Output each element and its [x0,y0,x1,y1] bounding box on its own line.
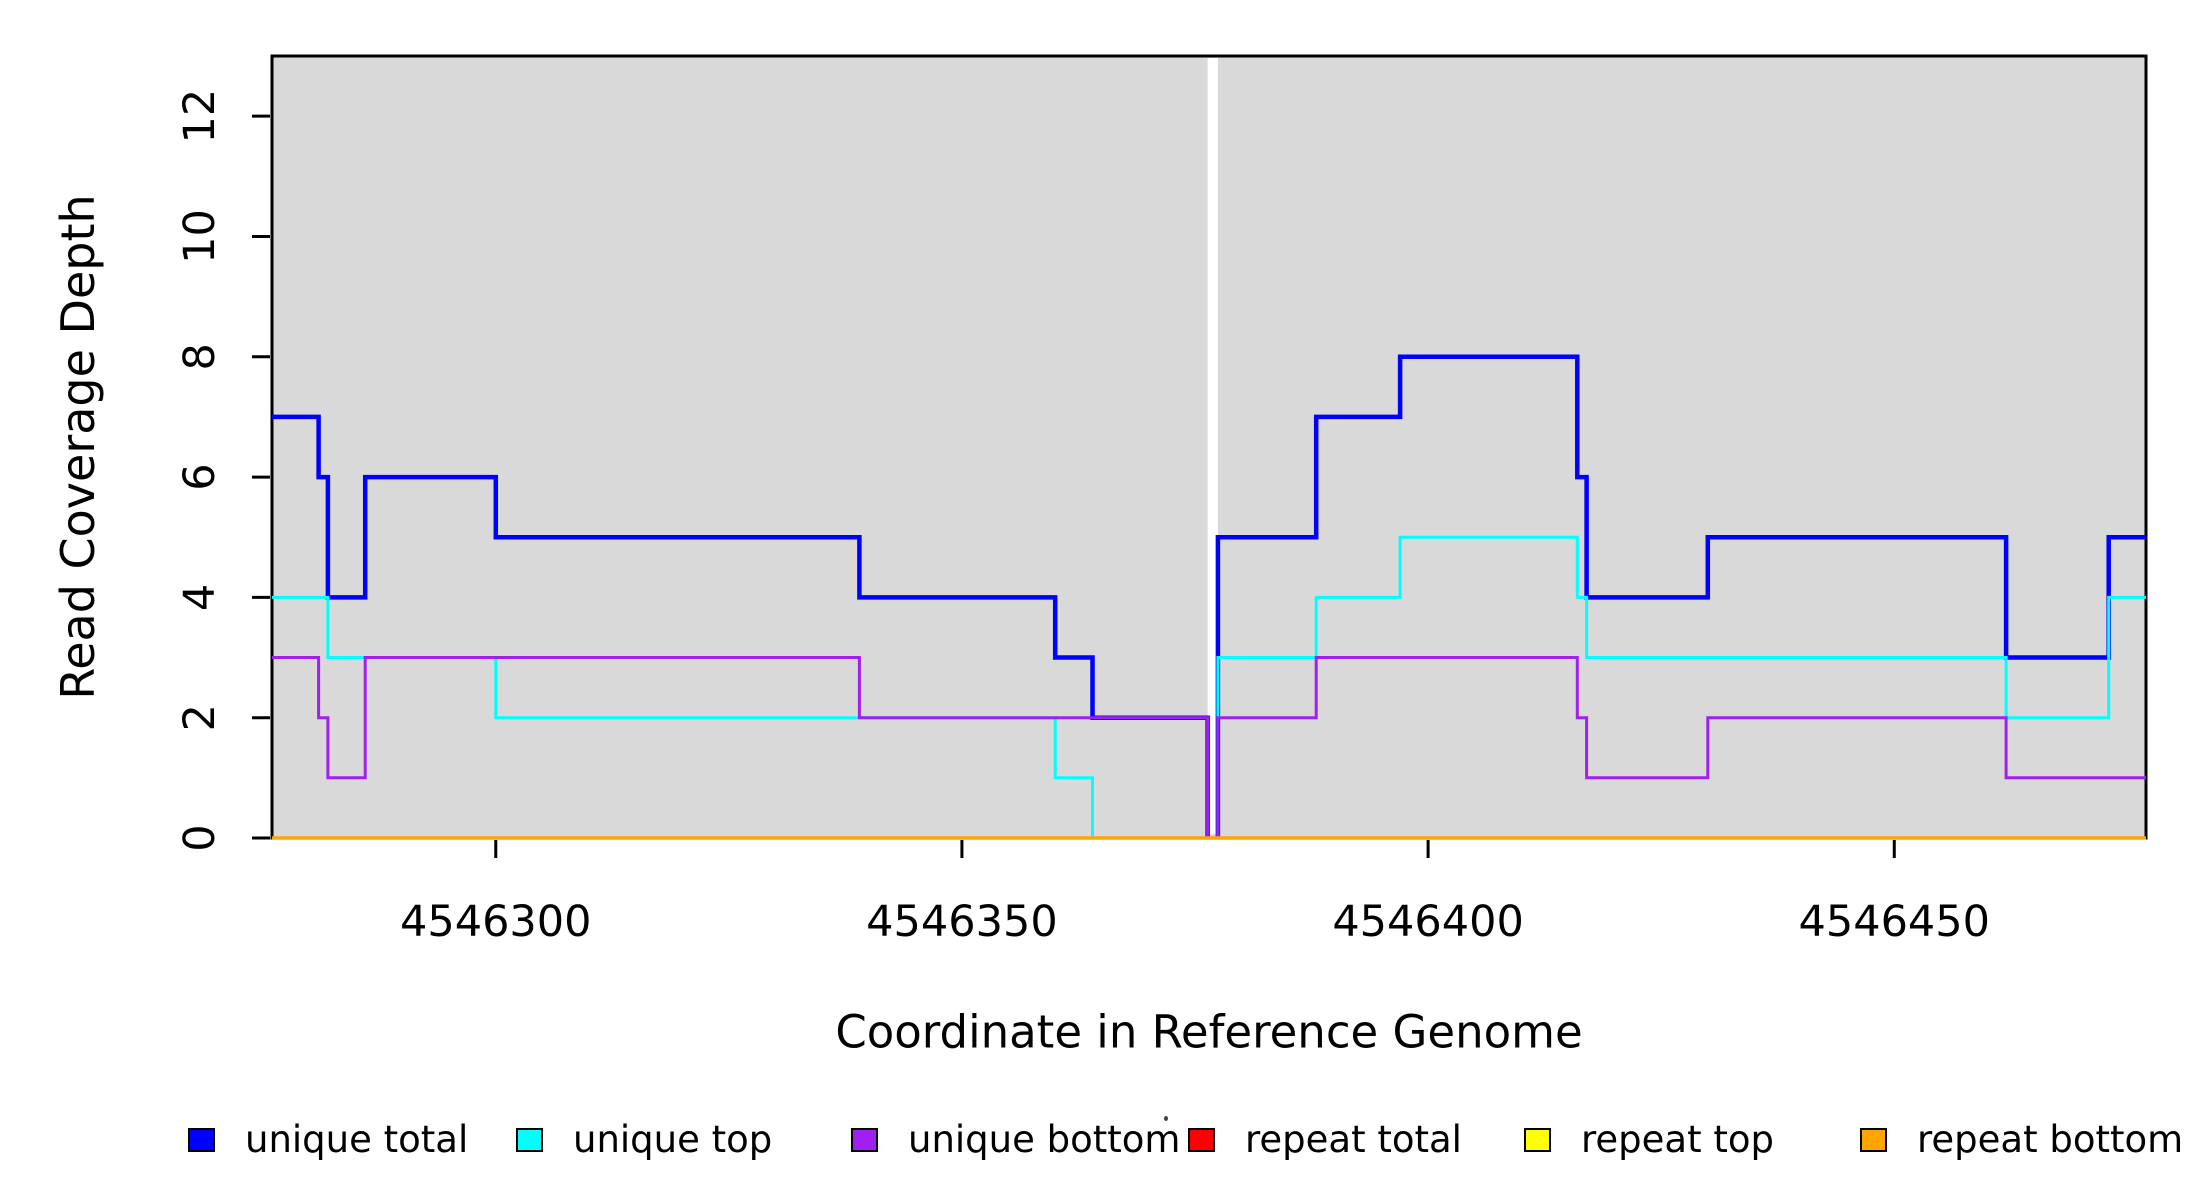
legend-item-unique-bottom: unique bottom [851,1121,1180,1158]
legend-swatch-unique-total [188,1127,215,1152]
legend-swatch-repeat-top [1524,1127,1551,1152]
y-axis-tick-label: 6 [175,463,225,490]
legend-label-repeat-top: repeat top [1581,1118,1774,1161]
legend-item-unique-top: unique top [516,1121,772,1158]
legend-label-unique-total: unique total [245,1118,469,1161]
legend-label-repeat-total: repeat total [1245,1118,1462,1161]
legend-swatch-repeat-bottom [1860,1127,1887,1152]
legend-label-repeat-bottom: repeat bottom [1917,1118,2184,1161]
no-data-gap-band [1207,58,1218,834]
legend-label-unique-bottom: unique bottom [908,1118,1181,1161]
x-axis-tick-label: 4546350 [866,897,1058,947]
legend-item-repeat-top: repeat top [1524,1121,1774,1158]
y-axis-tick-label: 12 [175,89,225,144]
x-axis-title: Coordinate in Reference Genome [835,1005,1583,1059]
y-axis-tick-label: 8 [175,343,225,370]
unique-bottom-line-1 [1216,656,2146,838]
unique-top-line-0 [272,595,1208,840]
legend-label-unique-top: unique top [573,1118,773,1161]
x-axis-tick-label: 4546400 [1332,897,1524,947]
y-axis-tick-label: 2 [175,704,225,731]
legend-item-unique-total: unique total [188,1121,468,1158]
x-axis-tick-label: 4546300 [400,897,592,947]
stray-mark [1164,1116,1168,1121]
legend-swatch-unique-bottom [851,1127,878,1152]
legend-swatch-unique-top [516,1127,543,1152]
y-axis-tick-label: 0 [175,824,225,851]
unique-total-line-0 [272,414,1210,838]
unique-bottom-line-0 [272,656,1210,838]
unique-top-line-1 [1216,535,2146,838]
legend-swatch-repeat-total [1188,1127,1215,1152]
y-axis-tick-label: 4 [175,584,225,611]
unique-total-line-1 [1215,354,2146,838]
y-axis-title: Read Coverage Depth [51,194,105,700]
legend-item-repeat-total: repeat total [1188,1121,1462,1158]
legend-item-repeat-bottom: repeat bottom [1860,1121,2183,1158]
y-axis-tick-label: 10 [175,209,225,264]
x-axis-tick-label: 4546450 [1799,897,1991,947]
